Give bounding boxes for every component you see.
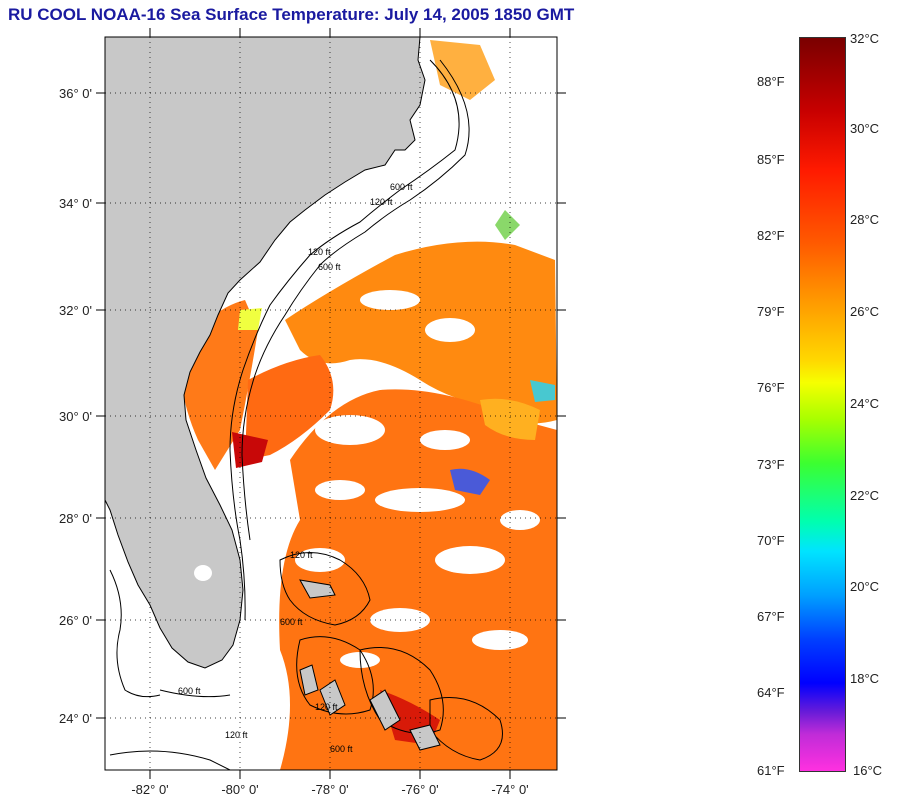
- colorbar-fahrenheit-label: 82°F: [757, 228, 785, 243]
- colorbar-celsius-label: 30°C: [850, 121, 880, 136]
- colorbar-celsius-label: 22°C: [850, 488, 880, 503]
- contour-label: 600 ft: [390, 182, 413, 192]
- contour-label: 600 ft: [178, 686, 201, 696]
- colorbar-fahrenheit-label: 73°F: [757, 457, 785, 472]
- contour-label: 120 ft: [315, 702, 338, 712]
- colorbar-fahrenheit-label: 61°F: [757, 763, 785, 778]
- map-area: 120 ft 600 ft 120 ft 600 ft 120 ft 600 f…: [105, 37, 557, 770]
- lon-label: -80° 0': [221, 782, 258, 797]
- contour-label-group: 120 ft 600 ft 120 ft 600 ft 120 ft 600 f…: [178, 182, 413, 754]
- axis-ticks: [96, 28, 566, 779]
- land-mass: [105, 37, 426, 669]
- colorbar: [799, 37, 846, 772]
- lat-label: 32° 0': [59, 303, 92, 318]
- bathymetry-contours: [109, 59, 503, 770]
- contour-label: 120 ft: [290, 550, 313, 560]
- colorbar-fahrenheit-label: 79°F: [757, 304, 785, 319]
- lat-label: 34° 0': [59, 196, 92, 211]
- colorbar-celsius-label: 18°C: [850, 671, 880, 686]
- map-title: RU COOL NOAA-16 Sea Surface Temperature:…: [8, 5, 575, 24]
- colorbar-celsius-label: 28°C: [850, 212, 880, 227]
- colorbar-fahrenheit-label: 76°F: [757, 380, 785, 395]
- lat-label: 24° 0': [59, 711, 92, 726]
- lon-label: -82° 0': [131, 782, 168, 797]
- colorbar-celsius-label: 26°C: [850, 304, 880, 319]
- contour-label: 600 ft: [318, 262, 341, 272]
- lake-okeechobee: [194, 565, 212, 581]
- contour-label: 120 ft: [370, 197, 393, 207]
- contour-label: 120 ft: [308, 247, 331, 257]
- lat-label: 28° 0': [59, 511, 92, 526]
- lon-label: -74° 0': [491, 782, 528, 797]
- colorbar-fahrenheit-label: 88°F: [757, 74, 785, 89]
- lat-label: 36° 0': [59, 86, 92, 101]
- colorbar-fahrenheit-label: 64°F: [757, 685, 785, 700]
- colorbar-celsius-label: 24°C: [850, 396, 880, 411]
- colorbar-fahrenheit-label: 67°F: [757, 609, 785, 624]
- lon-label: -76° 0': [401, 782, 438, 797]
- lat-label: 30° 0': [59, 409, 92, 424]
- colorbar-celsius-label: 20°C: [850, 579, 880, 594]
- cloud-cover: [295, 290, 540, 668]
- lat-label: 26° 0': [59, 613, 92, 628]
- colorbar-celsius-label: 32°C: [850, 31, 880, 46]
- contour-label: 600 ft: [330, 744, 353, 754]
- colorbar-fahrenheit-label: 85°F: [757, 152, 785, 167]
- colorbar-fahrenheit-label: 70°F: [757, 533, 785, 548]
- map-frame: [104, 36, 558, 771]
- bahamas-islands: [299, 579, 441, 751]
- colorbar-celsius-label: 16°C: [853, 763, 883, 778]
- lon-label: -78° 0': [311, 782, 348, 797]
- graticule: [105, 37, 557, 770]
- contour-label: 120 ft: [225, 730, 248, 740]
- contour-label: 600 ft: [280, 617, 303, 627]
